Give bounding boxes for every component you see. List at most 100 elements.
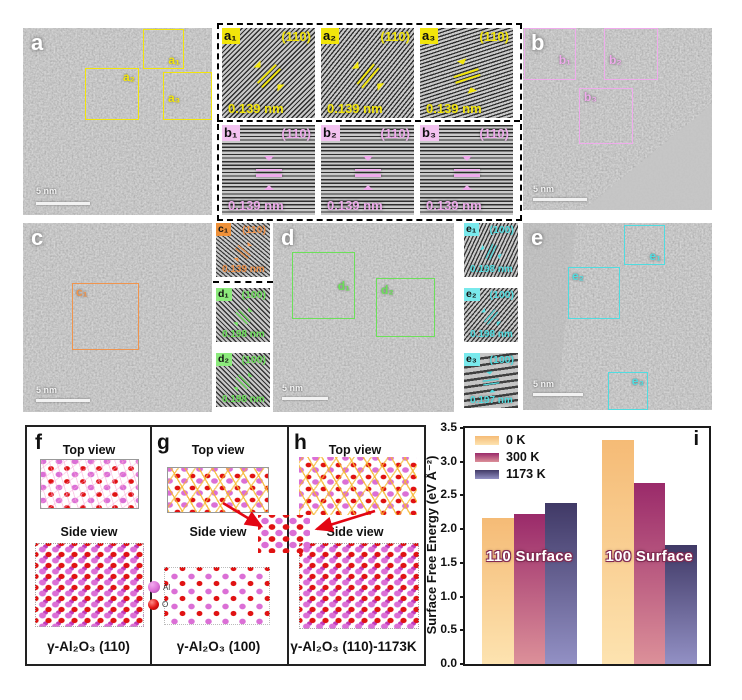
top-view-label: Top view [62, 443, 116, 457]
y-tick [460, 561, 465, 564]
side-view-label: Side view [326, 525, 384, 539]
d-spacing: 0.198 nm [470, 329, 513, 340]
fringe-marker [476, 237, 505, 266]
y-tick [460, 460, 465, 463]
d-spacing: 0.139 nm [327, 198, 383, 213]
legend-swatch [475, 452, 499, 462]
structure-h-caption: γ-Al₂O₃ (110)-1173K [290, 639, 417, 654]
scale-label: 5 nm [36, 186, 58, 196]
fringe-marker [228, 236, 258, 267]
y-tick-label: 2.5 [440, 487, 457, 502]
c-d-dashed-divider [213, 281, 273, 283]
bar-1173K-100 [665, 545, 697, 664]
tem-panel-e: e e₁ e₂ e₃ 5 nm [523, 223, 712, 410]
roi-label: d₂ [381, 283, 394, 297]
bar-300K-100 [633, 482, 665, 664]
panel-letter-f: f [35, 431, 42, 454]
chart-legend: 0 K 300 K 1173 K [475, 433, 546, 484]
hrtem-inset-e1: e₁ (100) 0.198 nm [464, 223, 518, 277]
hrtem-inset-b1: b₁ (110) 0.139 nm [222, 125, 315, 215]
scale-bar [533, 198, 587, 201]
roi-label: b₃ [584, 90, 597, 104]
category-label: 110 Surface [485, 548, 573, 565]
lattice-plane: (110) [281, 29, 311, 44]
lattice-plane: (100) [241, 354, 266, 366]
roi-e3: e₃ [608, 372, 648, 410]
roi-label: b₁ [558, 53, 571, 67]
legend-label: 300 K [506, 450, 540, 464]
panel-letter-e: e [531, 225, 544, 250]
fringe-marker [476, 301, 507, 331]
scale-label: 5 nm [36, 385, 58, 395]
structure-f-side-view [35, 543, 144, 627]
y-tick-label: 3.0 [440, 453, 457, 468]
legend-swatch [475, 435, 499, 445]
y-tick [460, 663, 465, 665]
roi-e2: e₂ [568, 267, 620, 319]
y-tick [460, 629, 465, 632]
panel-letter-d: d [281, 225, 295, 250]
scale-bar [282, 397, 328, 400]
roi-a2: a₂ [85, 68, 139, 120]
structure-h-top-view [299, 457, 417, 515]
fringe-marker [228, 301, 259, 332]
inset-chip: e₁ [464, 223, 480, 236]
side-view-label: Side view [60, 525, 118, 539]
roi-label: a₂ [122, 70, 135, 84]
d-spacing: 0.139 nm [327, 101, 383, 116]
lattice-plane: (100) [489, 354, 514, 366]
tem-panel-a: a a₁ a₂ a₃ 5 nm [23, 28, 212, 215]
roi-label: e₃ [631, 374, 644, 388]
tem-panel-d: d d₁ d₂ 5 nm [273, 223, 454, 412]
inset-chip: a₁ [222, 28, 240, 44]
tem-texture [523, 223, 712, 410]
roi-b1: b₁ [524, 28, 576, 80]
y-tick-label: 1.5 [440, 554, 457, 569]
d-spacing: 0.139 nm [426, 198, 482, 213]
hrtem-inset-e3: e₃ (100) 0.197 nm [464, 353, 518, 408]
bar-300K-110 [513, 513, 545, 664]
o-atom-icon [148, 599, 159, 610]
y-tick-label: 0.0 [440, 656, 457, 670]
side-view-label: Side view [189, 525, 247, 539]
y-tick [460, 494, 465, 497]
tem-panel-c: c c₁ 5 nm [23, 223, 212, 412]
y-tick [460, 427, 465, 429]
roi-c1: c₁ [72, 283, 139, 350]
roi-label: b₂ [609, 53, 622, 67]
panel-letter-g: g [157, 431, 170, 454]
d-spacing: 0.198 nm [222, 394, 265, 405]
tem-texture [23, 223, 212, 412]
structure-g-top-view [167, 467, 269, 513]
hrtem-inset-a3: a₃ (110) 0.139 nm [420, 28, 513, 118]
tem-texture [23, 28, 212, 215]
hrtem-inset-b2: b₂ (110) 0.139 nm [321, 125, 414, 215]
panel-letter-i: i [693, 428, 699, 450]
scale-bar [36, 202, 90, 205]
inset-chip: b₂ [321, 125, 340, 141]
inset-chip: e₂ [464, 288, 480, 301]
structure-models-box: f Top view Side view γ-Al₂O₃ (110) g Top… [25, 425, 426, 666]
top-view-label: Top view [191, 443, 245, 457]
structure-g-caption: γ-Al₂O₃ (100) [176, 639, 261, 654]
hrtem-inset-d1: d₁ (100) 0.198 nm [216, 288, 270, 342]
lattice-plane: (110) [380, 29, 410, 44]
category-label: 100 Surface [605, 548, 694, 565]
y-tick-label: 3.5 [440, 420, 457, 434]
legend-row: 300 K [475, 450, 546, 464]
y-tick-label: 2.0 [440, 521, 457, 536]
d-spacing: 0.139 nm [426, 101, 482, 116]
d-spacing: 0.197 nm [470, 395, 513, 406]
bar-0K-100 [602, 440, 634, 664]
atom-legend-label: O [162, 600, 169, 609]
d-spacing: 0.198 nm [222, 329, 265, 340]
inset-chip: b₁ [222, 125, 241, 141]
bar-1173K-110 [545, 502, 577, 664]
inset-chip: d₂ [216, 353, 233, 366]
hrtem-inset-b3: b₃ (110) 0.139 nm [420, 125, 513, 215]
roi-a1: a₁ [143, 29, 184, 69]
inset-dashed-frame [217, 23, 522, 221]
scale-label: 5 nm [282, 383, 304, 393]
y-tick [460, 528, 465, 531]
panel-divider [150, 427, 152, 664]
